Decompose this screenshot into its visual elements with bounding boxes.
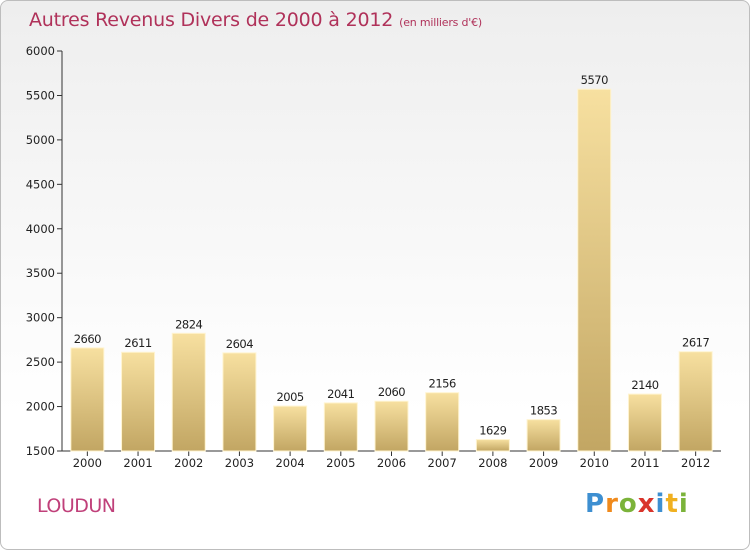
bar-2009	[526, 419, 561, 452]
bar-2002	[171, 332, 206, 452]
bar-2012	[678, 351, 713, 452]
x-tick-label: 2011	[630, 456, 659, 470]
x-tick-label: 2002	[174, 456, 203, 470]
data-label: 2041	[327, 387, 354, 401]
y-tick-label: 2500	[26, 355, 55, 369]
data-label: 2617	[682, 336, 709, 350]
data-label: 2660	[74, 332, 101, 346]
data-label: 5570	[581, 73, 608, 87]
proxiti-logo: Proxiti	[585, 489, 689, 519]
bar-2003	[222, 352, 257, 452]
data-label: 1629	[479, 424, 506, 438]
data-label: 2611	[124, 336, 151, 350]
x-tick-label: 2009	[529, 456, 558, 470]
y-tick-label: 3000	[26, 311, 55, 325]
bar-2001	[121, 351, 156, 452]
data-label: 2140	[631, 378, 658, 392]
y-tick-label: 2000	[26, 400, 55, 414]
y-tick-label: 3500	[26, 266, 55, 280]
x-tick-label: 2006	[377, 456, 406, 470]
x-tick-label: 2007	[428, 456, 457, 470]
bar-2011	[627, 393, 662, 452]
place-name: LOUDUN	[37, 495, 116, 517]
bar-2000	[70, 347, 105, 452]
chart-subtitle: (en milliers d'€)	[399, 16, 483, 29]
bar-2008	[475, 439, 510, 452]
x-tick-label: 2004	[275, 456, 304, 470]
y-tick-label: 4000	[26, 222, 55, 236]
x-tick-label: 2001	[123, 456, 152, 470]
x-tick-label: 2010	[580, 456, 609, 470]
bar-2005	[323, 402, 358, 452]
y-tick-label: 4500	[26, 177, 55, 191]
y-tick-label: 6000	[26, 44, 55, 58]
x-tick-label: 2008	[478, 456, 507, 470]
chart-bars: 2660 2611 2824 2604 2005 2041 2060 2156 1629 1853…	[70, 73, 713, 452]
x-tick-label: 2005	[326, 456, 355, 470]
bar-2007	[425, 392, 460, 452]
data-label: 2060	[378, 385, 405, 399]
data-label: 2005	[276, 390, 303, 404]
y-tick-label: 5500	[26, 88, 55, 102]
y-tick-label: 1500	[26, 444, 55, 458]
bar-2006	[374, 400, 409, 452]
x-tick-label: 2000	[73, 456, 102, 470]
x-tick-label: 2003	[225, 456, 254, 470]
data-label: 2824	[175, 317, 202, 331]
bar-2004	[273, 405, 308, 452]
data-label: 2156	[429, 377, 456, 391]
chart-title-text: Autres Revenus Divers de 2000 à 2012	[29, 9, 394, 31]
chart-title: Autres Revenus Divers de 2000 à 2012 (en …	[29, 9, 482, 31]
data-label: 1853	[530, 404, 557, 418]
data-label: 2604	[226, 337, 253, 351]
bar-2010	[577, 88, 612, 452]
x-tick-label: 2012	[681, 456, 710, 470]
y-tick-label: 5000	[26, 133, 55, 147]
